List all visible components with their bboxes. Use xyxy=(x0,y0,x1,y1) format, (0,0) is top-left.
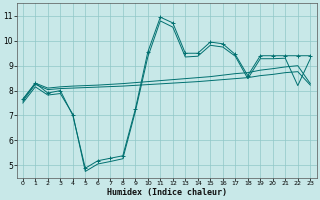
X-axis label: Humidex (Indice chaleur): Humidex (Indice chaleur) xyxy=(107,188,227,197)
